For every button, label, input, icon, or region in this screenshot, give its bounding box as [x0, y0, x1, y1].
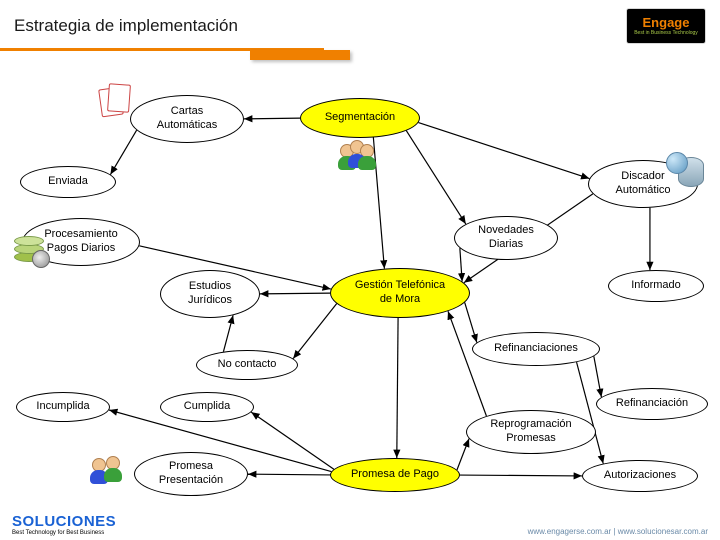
node-gestion: Gestión Telefónica de Mora	[330, 268, 470, 318]
footer-brand-tag: Best Technology for Best Business	[12, 530, 116, 536]
node-estudios: Estudios Jurídicos	[160, 270, 260, 318]
footer: SOLUCIONES Best Technology for Best Busi…	[0, 514, 720, 536]
header-divider	[0, 48, 720, 51]
node-reprogramacion: Reprogramación Promesas	[466, 410, 596, 454]
node-refinanciaciones: Refinanciaciones	[472, 332, 600, 366]
node-promesapres: Promesa Presentación	[134, 452, 248, 496]
engage-logo: Engage Best in Business Technology	[626, 8, 706, 44]
node-novedades: Novedades Diarias	[454, 216, 558, 260]
database-icon	[14, 236, 50, 270]
node-promesapago: Promesa de Pago	[330, 458, 460, 492]
node-informado: Informado	[608, 270, 704, 302]
footer-brand: SOLUCIONES Best Technology for Best Busi…	[12, 514, 116, 536]
people-icon	[340, 140, 382, 178]
page-title: Estrategia de implementación	[14, 16, 238, 36]
people-icon	[92, 454, 134, 492]
node-refinanciacion: Refinanciación	[596, 388, 708, 420]
node-nocontacto: No contacto	[196, 350, 298, 380]
node-autorizaciones: Autorizaciones	[582, 460, 698, 492]
node-segmentacion: Segmentación	[300, 98, 420, 138]
engage-logo-tagline: Best in Business Technology	[634, 31, 698, 36]
node-cumplida: Cumplida	[160, 392, 254, 422]
footer-urls: www.engagerse.com.ar | www.solucionesar.…	[528, 527, 708, 536]
server-icon	[666, 152, 710, 192]
node-incumplida: Incumplida	[16, 392, 110, 422]
footer-brand-name: SOLUCIONES	[12, 514, 116, 529]
node-cartas: Cartas Automáticas	[130, 95, 244, 143]
header-accent	[250, 50, 350, 60]
diagram-canvas: Cartas AutomáticasSegmentaciónEnviadaDis…	[0, 60, 720, 500]
letters-icon	[100, 84, 140, 118]
node-enviada: Enviada	[20, 166, 116, 198]
engage-logo-name: Engage	[643, 16, 690, 29]
